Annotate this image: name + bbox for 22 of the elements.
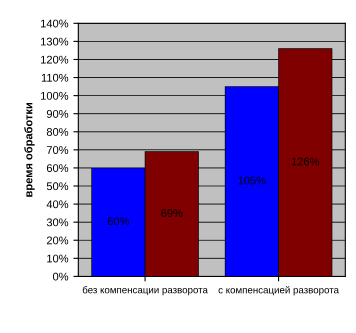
y-tick-label: 130% [41,38,68,46]
y-tick-label: 40% [46,200,68,208]
data-label: 126% [292,158,320,166]
y-tick-label: 10% [47,254,68,262]
y-axis-title: время обработки [24,102,35,197]
y-tick-label: 120% [41,56,68,64]
y-tick-label: 20% [46,236,68,244]
y-tick-label: 50% [46,182,68,190]
y-tick-label: 60% [46,164,68,172]
y-tick-label: 140% [41,20,68,28]
y-tick-label: 100% [41,92,68,100]
data-label: 69% [161,209,182,218]
y-tick-label: 70% [46,146,68,154]
data-label: 60% [108,217,130,226]
y-tick-label: 0% [52,272,68,281]
x-tick-label: с компенсацией разворота [218,286,339,296]
y-tick-label: 30% [46,218,68,226]
x-tick-label: без компенсации разворота [82,286,208,296]
data-label: 105% [238,176,266,184]
y-tick-label: 90% [46,110,68,118]
y-tick-label: 110% [42,74,68,82]
y-tick-label: 80% [46,128,68,136]
